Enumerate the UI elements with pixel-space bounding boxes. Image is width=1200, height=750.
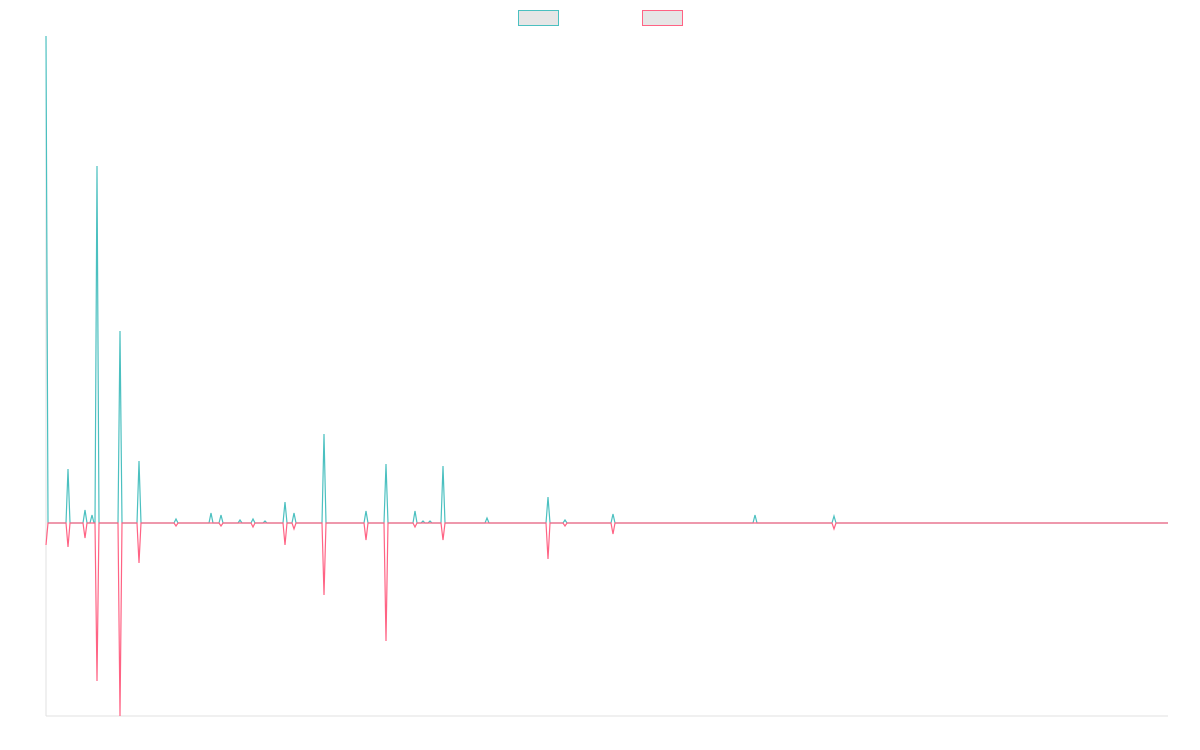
series-line: [45, 35, 1168, 524]
legend-swatch: [642, 10, 683, 26]
legend-swatch: [518, 10, 559, 26]
series-line: [45, 522, 1168, 717]
